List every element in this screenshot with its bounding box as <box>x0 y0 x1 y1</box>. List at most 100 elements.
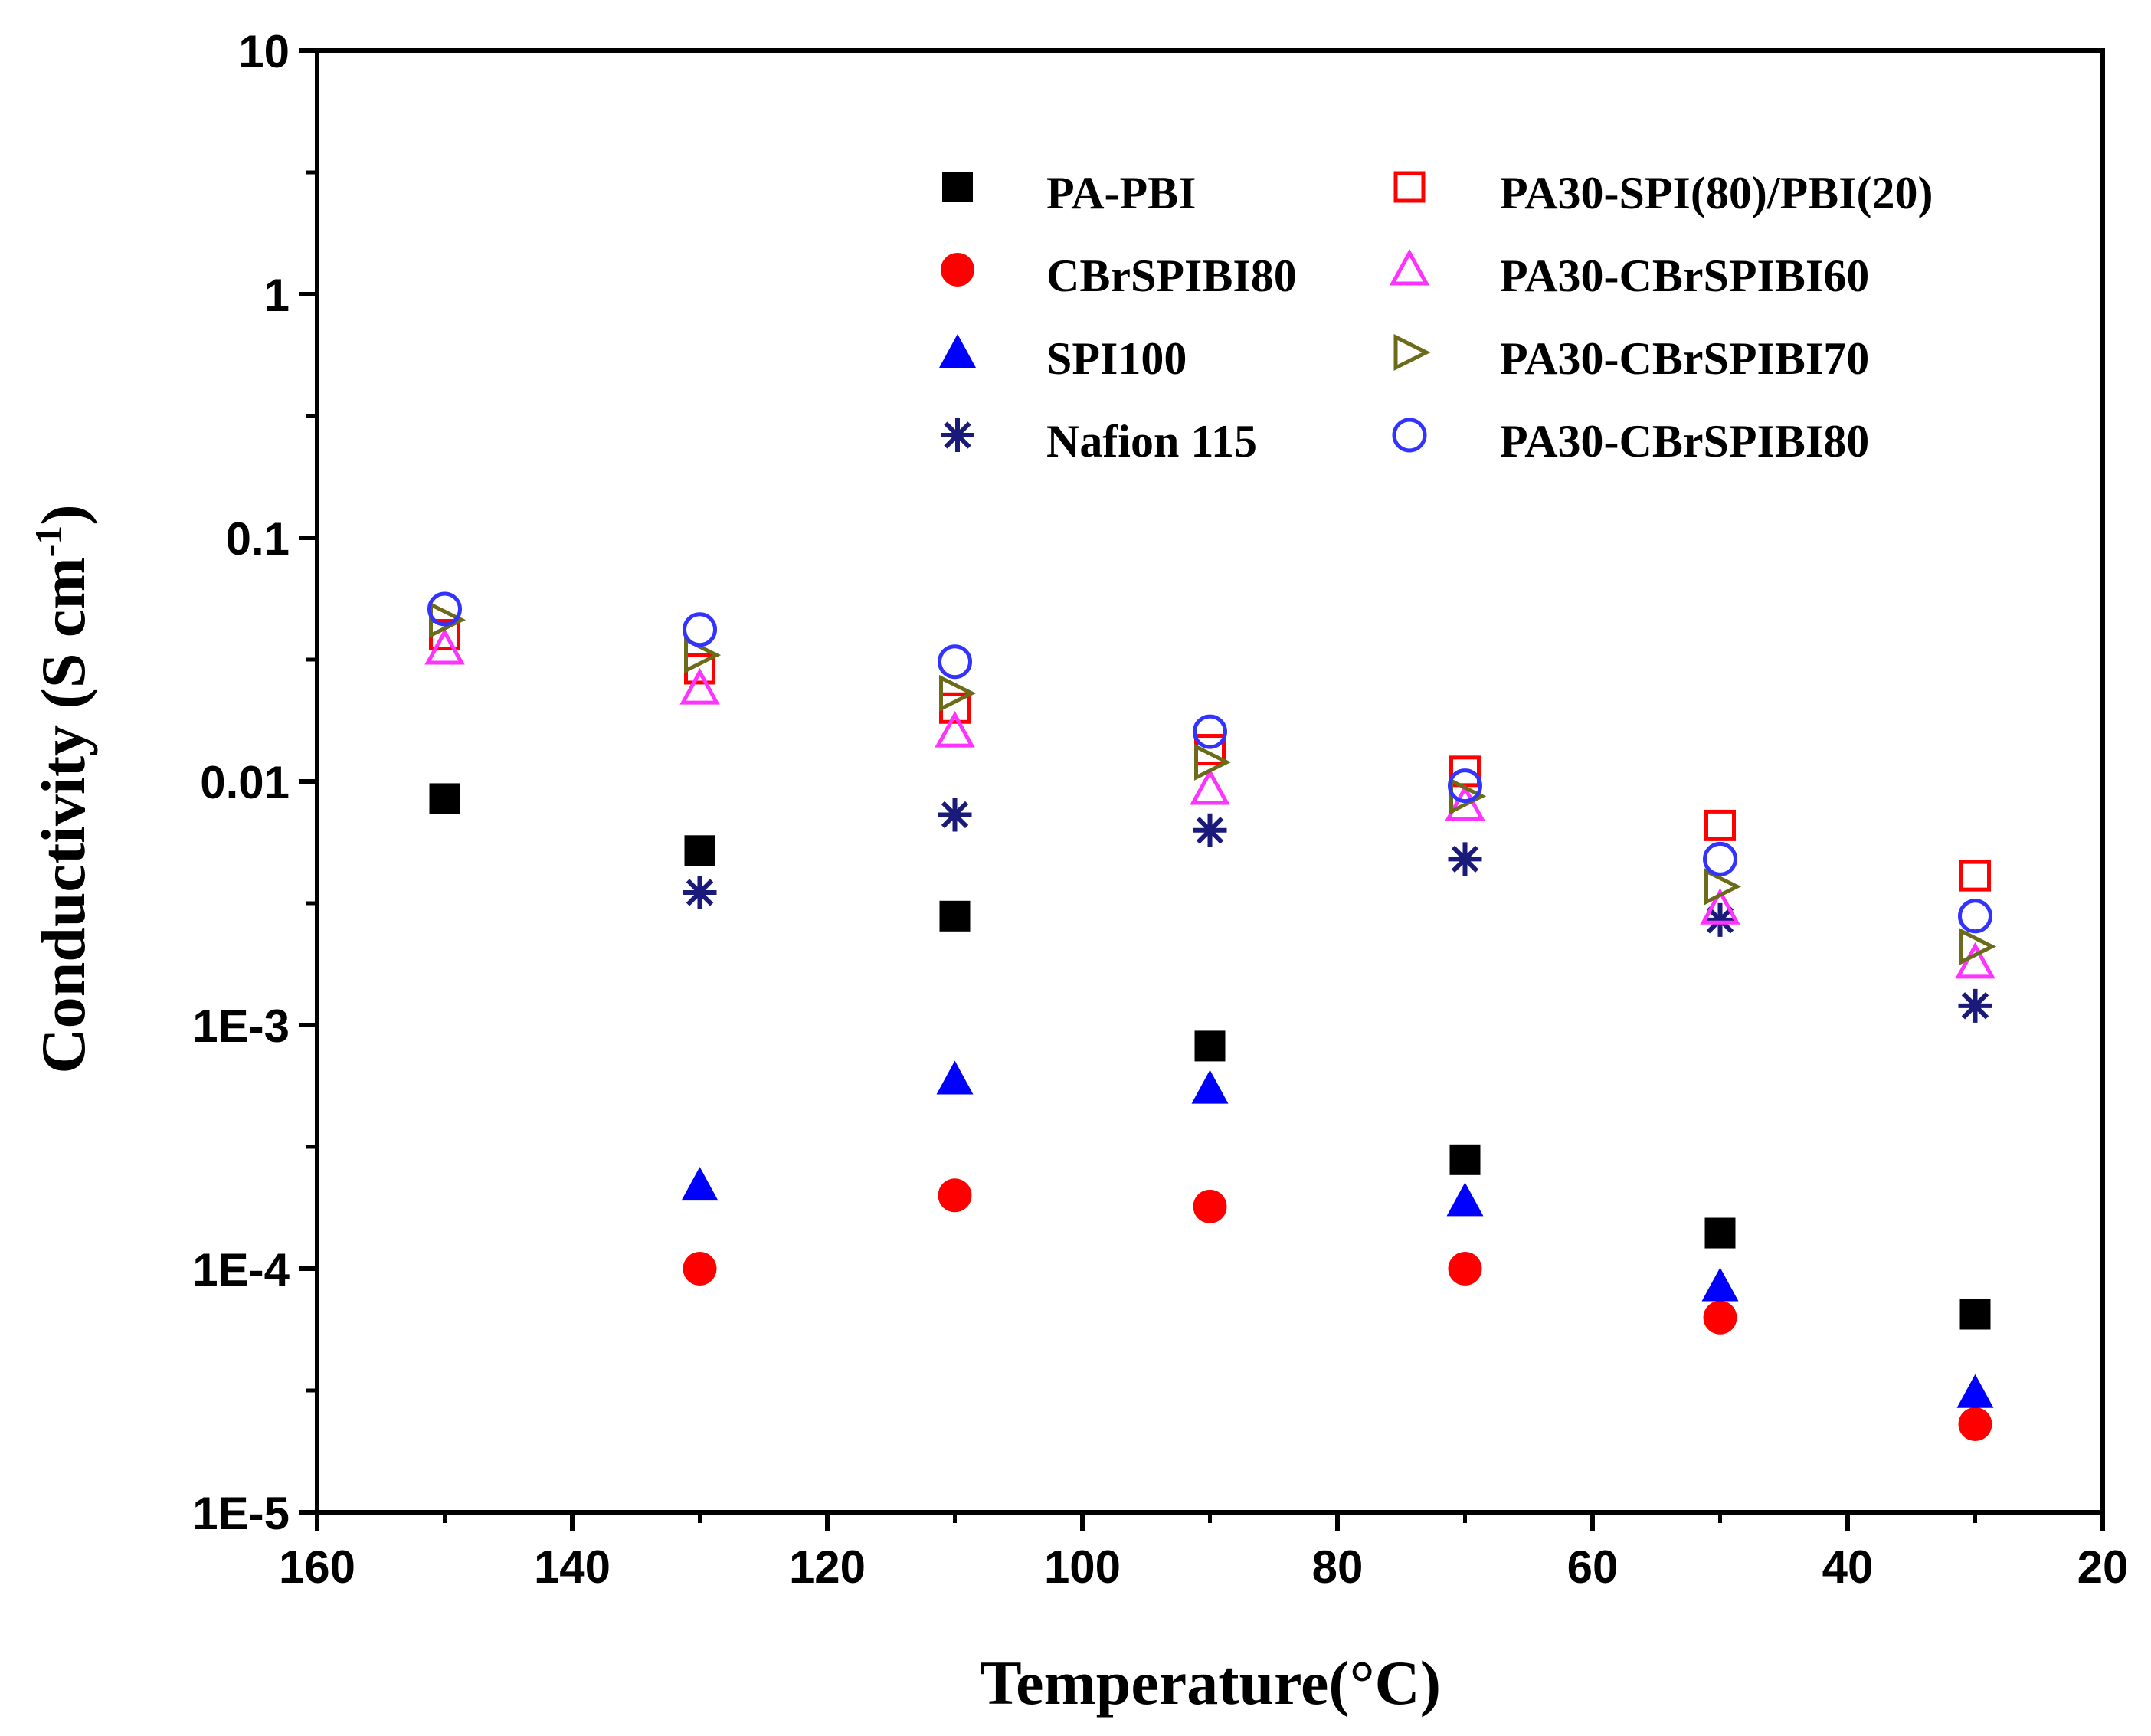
legend-marker <box>1389 248 1430 286</box>
y-tick-label: 0.1 <box>226 513 290 565</box>
x-tick-label: 80 <box>1312 1541 1364 1593</box>
x-axis-title-unit: °C <box>1350 1648 1420 1718</box>
legend-item[interactable]: PA30-CBrSPIBI60 <box>1389 248 1869 301</box>
data-point <box>1703 841 1737 876</box>
asterisk-stroke <box>1706 906 1734 934</box>
y-tick-label: 0.01 <box>200 757 290 808</box>
x-axis-title: Temperature(°C) <box>980 1648 1441 1718</box>
data-point <box>1446 1182 1484 1217</box>
asterisk-stroke <box>1451 845 1479 873</box>
data-point <box>429 601 467 639</box>
y-tick-label: 1 <box>264 270 290 321</box>
data-point <box>1448 1252 1482 1286</box>
legend-marker <box>941 418 974 452</box>
legend-label: PA-PBI <box>1046 168 1197 218</box>
legend-marker <box>1393 171 1426 203</box>
asterisk-stroke <box>944 421 971 449</box>
data-point <box>938 798 972 832</box>
legend-label: Nafion 115 <box>1046 416 1257 467</box>
data-point <box>938 1178 972 1213</box>
data-point <box>1701 1267 1739 1302</box>
legend-item[interactable]: PA30-CBrSPIBI70 <box>1393 333 1869 384</box>
data-point <box>679 667 720 705</box>
legend-marker <box>939 334 976 368</box>
data-point <box>1445 784 1485 821</box>
x-axis-title-text: Temperature( <box>980 1648 1350 1718</box>
data-point <box>936 1060 974 1095</box>
data-point <box>1959 1299 1991 1330</box>
y-tick-label: 1E-4 <box>192 1244 290 1295</box>
x-tick-label: 160 <box>279 1541 355 1593</box>
legend-item[interactable]: Nafion 115 <box>941 416 1257 467</box>
y-axis-title: Conductivity (S cm-1) <box>27 504 98 1073</box>
legend-item[interactable]: PA30-CBrSPIBI80 <box>1392 416 1869 467</box>
y-tick-label: 1E-3 <box>192 1001 290 1052</box>
data-point <box>1956 1374 1994 1408</box>
data-point <box>938 644 972 680</box>
data-point <box>1958 1407 1992 1441</box>
series-1 <box>683 1178 1992 1441</box>
y-tick-label: 1E-5 <box>192 1488 290 1539</box>
x-tick-label: 140 <box>534 1541 611 1593</box>
x-tick-label: 100 <box>1044 1541 1121 1593</box>
legend-item[interactable]: PA-PBI <box>942 168 1197 218</box>
legend-label: PA30-CBrSPIBI80 <box>1500 416 1869 467</box>
y-axis-title-text: Conductivity (S cm <box>28 557 98 1073</box>
data-point <box>1703 902 1737 937</box>
data-point <box>939 900 971 932</box>
legend-item[interactable]: PA30-SPI(80)/PBI(20) <box>1393 168 1933 218</box>
x-tick-label: 40 <box>1822 1541 1874 1593</box>
legend-item[interactable]: CBrSPIBI80 <box>941 251 1297 301</box>
data-point <box>1704 809 1736 841</box>
series-5 <box>424 627 1995 979</box>
asterisk-stroke <box>941 801 969 829</box>
data-point <box>1193 813 1227 847</box>
data-point <box>1449 1144 1481 1175</box>
legend-marker <box>942 172 973 202</box>
data-point <box>1191 1069 1229 1104</box>
data-point <box>1704 868 1742 906</box>
data-point <box>1194 743 1232 781</box>
legend-marker <box>1393 333 1431 372</box>
y-axis-title-exponent: -1 <box>27 526 70 558</box>
legend-label: PA30-CBrSPIBI70 <box>1500 333 1869 384</box>
x-axis-title-suffix: ) <box>1420 1648 1441 1718</box>
data-point <box>684 637 722 674</box>
data-point <box>1959 860 1991 892</box>
asterisk-stroke <box>1196 817 1224 844</box>
legend-label: PA30-CBrSPIBI60 <box>1500 251 1869 301</box>
data-point <box>429 783 460 814</box>
y-axis-title-suffix: ) <box>28 504 98 525</box>
data-point <box>1958 988 1992 1023</box>
legend-label: SPI100 <box>1046 333 1187 384</box>
x-tick-label: 60 <box>1567 1541 1619 1593</box>
data-point <box>1193 714 1227 749</box>
legend-label: PA30-SPI(80)/PBI(20) <box>1500 168 1933 218</box>
series-3 <box>683 798 1992 1023</box>
asterisk-stroke <box>1961 992 1989 1020</box>
data-point <box>1959 928 1997 965</box>
data-point <box>683 875 717 909</box>
data-point <box>681 1167 719 1201</box>
data-point <box>1194 1030 1226 1062</box>
legend-label: CBrSPIBI80 <box>1046 251 1297 301</box>
series-6 <box>429 601 1997 965</box>
data-point <box>1448 768 1482 804</box>
data-point <box>1958 899 1992 934</box>
data-point <box>1448 842 1482 876</box>
data-point <box>1190 768 1230 805</box>
data-point <box>1704 1217 1736 1249</box>
legend-marker <box>941 253 974 287</box>
x-tick-label: 120 <box>789 1541 866 1593</box>
y-tick-label: 10 <box>238 26 290 77</box>
data-point <box>427 591 462 627</box>
series-0 <box>429 783 1991 1330</box>
legend-item[interactable]: SPI100 <box>939 333 1187 384</box>
data-point <box>683 1252 717 1286</box>
data-point <box>1703 1300 1737 1335</box>
series-7 <box>427 591 1992 934</box>
data-point <box>1193 1189 1227 1223</box>
x-tick-label: 20 <box>2077 1541 2129 1593</box>
data-point <box>1700 888 1740 925</box>
